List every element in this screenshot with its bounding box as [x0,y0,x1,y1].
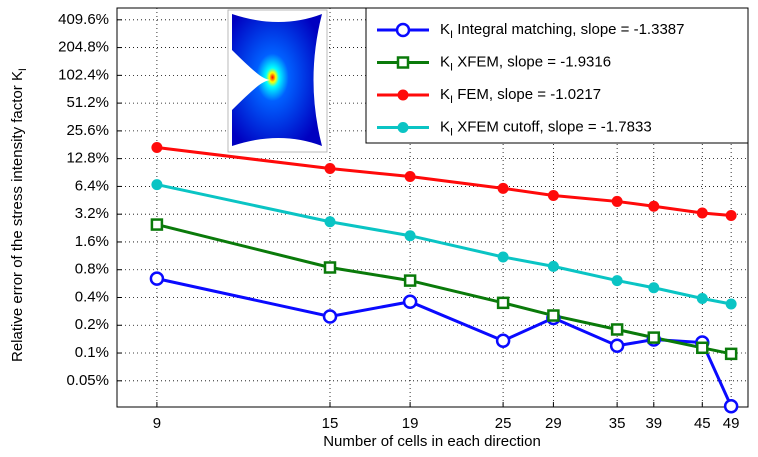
y-tick-label: 409.6% [58,11,109,28]
marker [497,182,509,194]
marker [725,298,737,310]
legend-marker [395,22,411,38]
marker [403,274,417,287]
marker [696,293,708,305]
legend-box [365,7,749,144]
marker [149,271,165,286]
marker [404,170,416,182]
legend-label: KI XFEM cutoff, slope = -1.7833 [440,118,652,138]
x-axis-label: Number of cells in each direction [323,433,541,450]
y-tick-label: 0.1% [75,344,109,361]
marker [404,230,416,242]
marker [611,275,623,287]
marker [547,190,559,202]
marker [497,251,509,263]
marker [696,207,708,219]
marker [547,260,559,272]
marker [324,216,336,228]
y-tick-label: 1.6% [75,233,109,250]
y-tick-label: 204.8% [58,39,109,56]
y-tick-label: 102.4% [58,66,109,83]
marker [496,296,510,310]
x-tick-label: 29 [545,415,562,432]
x-tick-label: 49 [723,415,740,432]
legend-marker [396,56,410,69]
marker [696,341,709,355]
marker [723,398,739,414]
marker [151,142,163,154]
marker [402,294,418,309]
x-tick-label: 19 [402,415,419,432]
marker [648,282,660,294]
y-tick-label: 0.4% [75,288,109,305]
marker [725,209,737,221]
legend-marker [397,89,409,101]
marker [611,195,623,207]
marker [495,333,511,348]
marker [547,309,560,322]
marker [324,163,336,175]
y-tick-label: 12.8% [66,150,109,167]
y-tick-label: 0.8% [75,261,109,278]
marker [609,338,625,353]
legend-label: KI FEM, slope = -1.0217 [440,86,601,106]
legend-label: KI XFEM, slope = -1.9316 [440,53,611,73]
x-tick-label: 45 [694,415,711,432]
marker [151,179,163,191]
marker [150,218,164,231]
marker [322,309,338,324]
legend-marker [397,122,409,133]
legend-label: KI Integral matching, slope = -1.3387 [440,21,684,41]
y-tick-label: 6.4% [75,177,109,194]
marker [610,323,624,336]
inset-image [227,9,328,153]
x-tick-label: 9 [153,415,161,432]
x-tick-label: 15 [322,415,339,432]
marker [647,331,661,344]
y-axis-label: Relative error of the stress intensity f… [9,68,29,362]
y-tick-label: 51.2% [66,94,109,111]
y-tick-label: 25.6% [66,122,109,139]
marker [724,347,738,361]
y-tick-label: 3.2% [75,205,109,222]
x-tick-label: 39 [645,415,662,432]
marker [648,200,660,212]
x-tick-label: 35 [609,415,626,432]
marker [323,261,337,274]
legend: KI Integral matching, slope = -1.3387 KI … [365,7,749,144]
y-tick-label: 0.05% [66,372,109,389]
y-tick-label: 0.2% [75,316,109,333]
x-tick-label: 25 [495,415,512,432]
